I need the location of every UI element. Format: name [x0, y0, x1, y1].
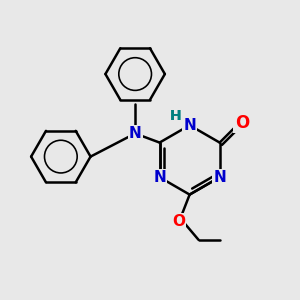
- Text: N: N: [213, 170, 226, 185]
- Text: N: N: [183, 118, 196, 133]
- Text: N: N: [129, 126, 142, 141]
- Text: N: N: [183, 118, 196, 133]
- Text: N: N: [153, 170, 166, 185]
- Text: O: O: [235, 114, 249, 132]
- Text: O: O: [172, 214, 185, 229]
- Text: N: N: [153, 170, 166, 185]
- Text: H: H: [170, 109, 182, 123]
- Text: N: N: [213, 170, 226, 185]
- Text: H: H: [170, 109, 182, 123]
- Text: N: N: [129, 126, 142, 141]
